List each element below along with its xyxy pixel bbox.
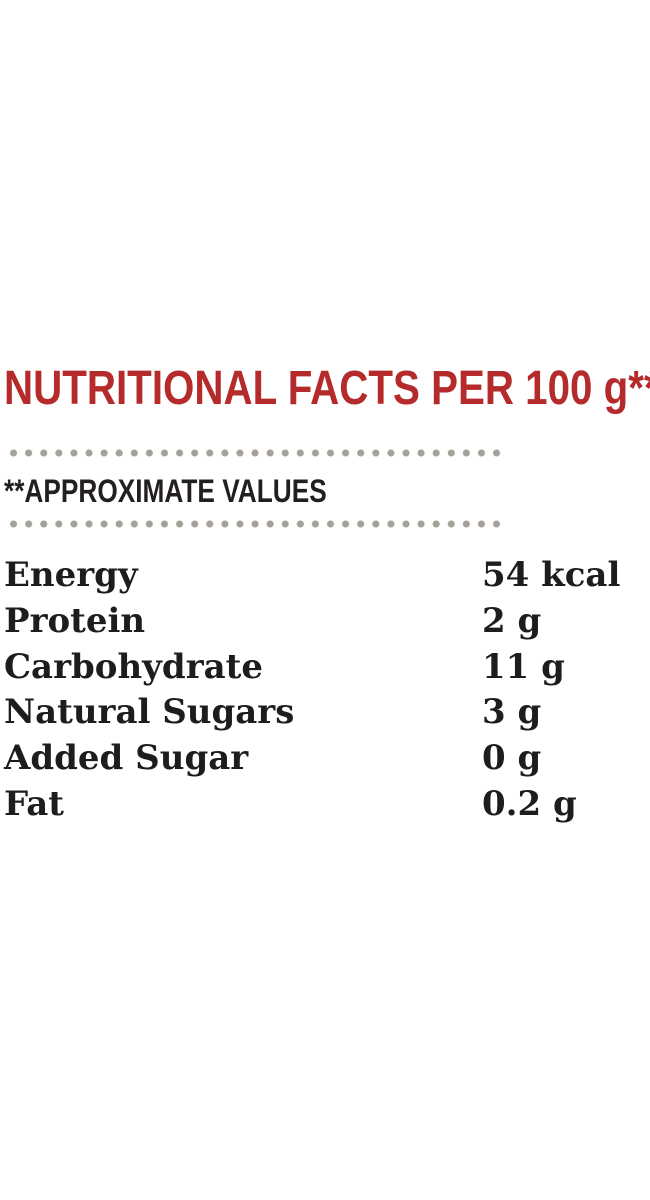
nutrition-facts-table: Energy 54 kcal Protein 2 g Carbohydrate … <box>4 552 644 827</box>
fact-value: 2 g <box>482 600 542 641</box>
fact-name: Fat <box>4 783 65 824</box>
fact-name: Energy <box>4 555 138 595</box>
approximate-values-note: **APPROXIMATE VALUES <box>4 473 327 509</box>
dotted-divider-bottom <box>6 520 504 528</box>
fact-name: Natural Sugars <box>4 692 295 733</box>
fact-name: Carbohydrate <box>4 646 263 687</box>
fact-value: 0.2 g <box>482 783 577 824</box>
nutrition-title: NUTRITIONAL FACTS PER 100 g** <box>4 362 650 415</box>
fact-row-added-sugar: Added Sugar 0 g <box>4 735 644 781</box>
fact-row-fat: Fat 0.2 g <box>4 781 644 827</box>
fact-row-natural-sugars: Natural Sugars 3 g <box>4 689 644 735</box>
fact-value: 0 g <box>482 738 542 779</box>
fact-value: 54 kcal <box>482 555 621 595</box>
fact-value: 3 g <box>482 692 542 733</box>
fact-row-protein: Protein 2 g <box>4 598 644 644</box>
fact-row-carbohydrate: Carbohydrate 11 g <box>4 644 644 690</box>
fact-name: Added Sugar <box>4 738 249 779</box>
fact-name: Protein <box>4 600 146 641</box>
fact-row-energy: Energy 54 kcal <box>4 552 644 598</box>
fact-value: 11 g <box>482 646 565 687</box>
dotted-divider-top <box>6 449 504 457</box>
